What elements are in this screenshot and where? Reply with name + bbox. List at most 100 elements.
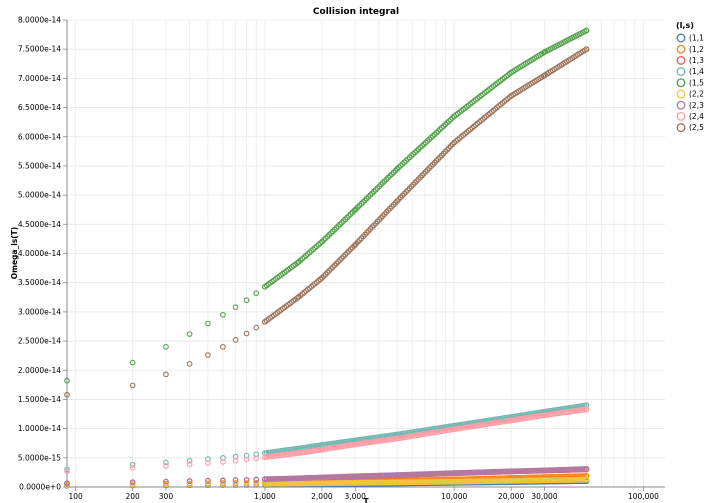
data-point: [310, 474, 317, 481]
data-point: [64, 482, 70, 489]
data-point: [519, 468, 526, 474]
data-point: [163, 478, 169, 485]
data-point: [483, 478, 490, 485]
data-point: [281, 475, 288, 482]
data-point: [496, 478, 502, 484]
data-point: [404, 471, 411, 478]
data-point: [406, 471, 413, 478]
data-point: [408, 471, 415, 478]
data-point: [513, 477, 520, 484]
data-point: [497, 478, 504, 484]
data-point: [381, 472, 388, 479]
x-tick-label: 1,000: [254, 492, 276, 501]
data-point: [501, 478, 508, 484]
data-point: [435, 479, 442, 485]
data-point: [544, 477, 551, 484]
data-point: [437, 470, 443, 477]
data-point: [556, 466, 563, 473]
data-point: [186, 457, 193, 464]
data-point: [567, 477, 574, 483]
data-point: [340, 480, 347, 486]
x-tick-label: 10,000: [441, 492, 467, 501]
x-tick-label: 100,000: [628, 492, 659, 501]
y-tick-label: 2.0000e-14: [18, 366, 61, 375]
y-tick-label: 2.5000e-14: [18, 337, 61, 346]
data-point: [392, 479, 399, 486]
data-point: [253, 324, 260, 331]
data-point: [381, 479, 388, 486]
data-point: [547, 467, 554, 473]
data-point: [505, 468, 511, 475]
data-point: [542, 477, 549, 484]
data-point: [163, 344, 169, 350]
data-point: [349, 480, 356, 486]
data-point: [508, 468, 515, 475]
data-point: [424, 471, 431, 477]
data-point: [472, 478, 479, 485]
legend-title: (l,s): [676, 21, 694, 30]
y-tick-label: 5.0000e-14: [18, 191, 61, 200]
data-point: [401, 479, 408, 486]
data-point: [394, 472, 400, 478]
data-point: [463, 469, 470, 476]
data-point: [299, 475, 306, 481]
data-point: [565, 466, 572, 473]
data-point: [526, 477, 533, 484]
data-point: [220, 344, 226, 350]
data-point: [438, 479, 445, 485]
data-point: [363, 473, 370, 479]
series-(2,5): [64, 46, 590, 398]
data-point: [447, 478, 454, 485]
data-point: [353, 473, 359, 480]
data-point: [317, 474, 324, 481]
data-point: [287, 480, 293, 487]
data-point: [472, 469, 479, 476]
data-point: [129, 481, 136, 488]
data-point: [301, 480, 308, 487]
legend-symbol: [676, 33, 686, 43]
data-point: [335, 473, 342, 480]
data-point: [331, 480, 338, 487]
data-point: [567, 466, 574, 473]
data-point: [186, 478, 193, 484]
data-point: [253, 290, 260, 297]
data-point: [503, 478, 509, 484]
data-point: [583, 27, 590, 34]
y-tick-label: 5.0000e-15: [18, 453, 61, 462]
data-point: [521, 468, 527, 474]
data-point: [449, 478, 456, 485]
y-tick-label: 0.0000e+0: [19, 483, 61, 492]
data-point: [274, 475, 281, 482]
data-point: [308, 474, 315, 481]
data-point: [428, 479, 434, 485]
data-point: [569, 477, 576, 483]
data-point: [553, 467, 559, 473]
legend-label: (2,4): [689, 112, 704, 121]
data-point: [372, 472, 379, 479]
data-point: [512, 468, 518, 474]
data-point: [399, 471, 406, 478]
y-tick-label: 6.5000e-14: [18, 103, 61, 112]
data-point: [346, 480, 352, 486]
data-point: [315, 480, 322, 487]
data-point: [303, 475, 309, 481]
data-point: [515, 468, 522, 474]
y-tick-label: 4.0000e-14: [18, 249, 61, 258]
data-point: [129, 382, 136, 389]
data-point: [505, 478, 511, 484]
data-point: [563, 477, 570, 483]
data-point: [508, 478, 515, 484]
data-point: [329, 480, 336, 487]
data-point: [530, 477, 536, 484]
data-point: [392, 472, 399, 478]
data-point: [571, 466, 577, 473]
data-point: [429, 479, 436, 485]
data-point: [453, 478, 459, 485]
legend-symbol: [676, 89, 686, 99]
data-point: [501, 468, 508, 475]
data-point: [403, 479, 409, 486]
data-point: [483, 469, 490, 475]
data-point: [456, 469, 463, 476]
legend-label: (1,4): [689, 67, 704, 76]
y-axis-title: Omega_ls(T): [10, 227, 19, 279]
